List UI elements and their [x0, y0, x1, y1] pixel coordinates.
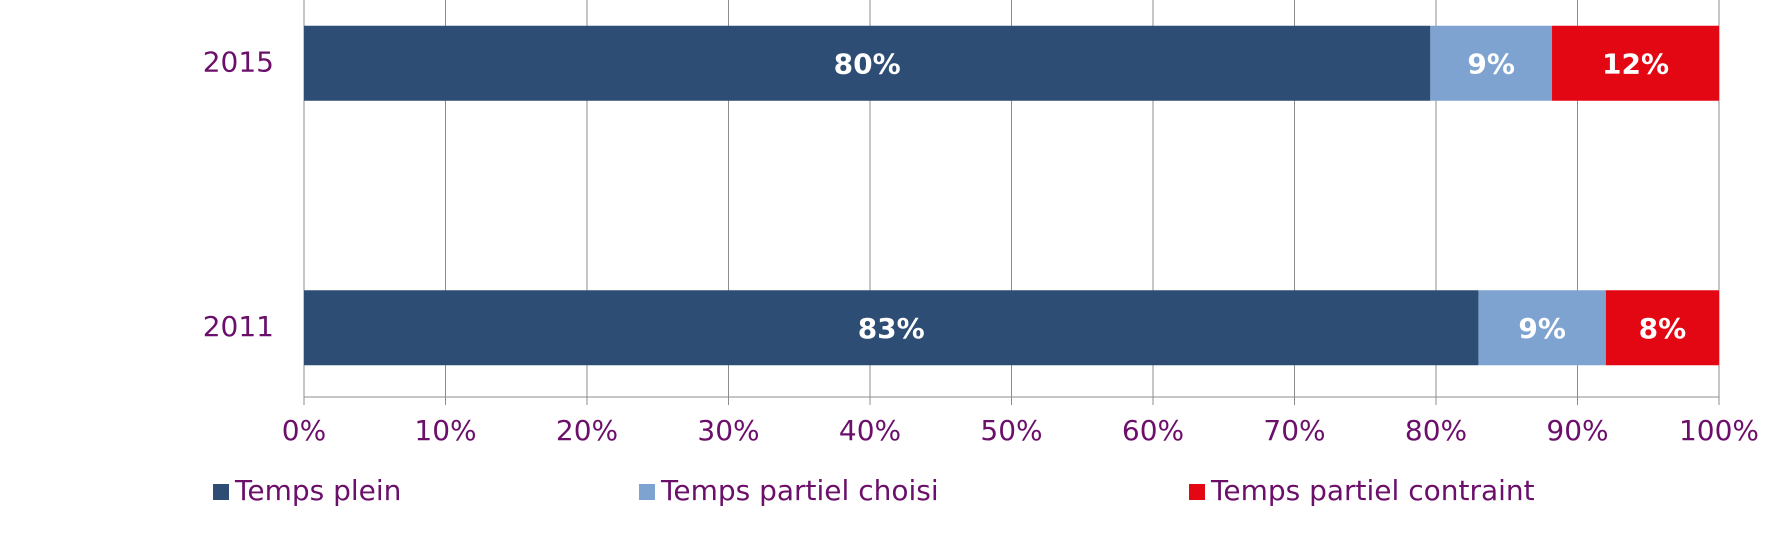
x-tick-label: 20% [556, 414, 618, 447]
x-tick-label: 60% [1122, 414, 1184, 447]
x-tick-label: 40% [839, 414, 901, 447]
x-tick-label: 50% [980, 414, 1042, 447]
value-label: 9% [1518, 312, 1566, 345]
x-tick-label: 30% [697, 414, 759, 447]
legend-swatch [639, 484, 655, 500]
bar-segment [1430, 25, 1553, 101]
legend-label: Temps plein [234, 474, 401, 507]
bar-segment [1552, 25, 1719, 101]
x-tick-label: 90% [1546, 414, 1608, 447]
value-label: 9% [1467, 47, 1515, 80]
bar-segment [1478, 290, 1606, 366]
legend-swatch [213, 484, 229, 500]
bar-segment [1605, 290, 1719, 366]
bar-segment [304, 290, 1479, 366]
category-label: 2011 [203, 310, 274, 343]
category-label: 2015 [203, 45, 274, 78]
x-tick-label: 80% [1405, 414, 1467, 447]
value-label: 8% [1639, 312, 1687, 345]
bar-segment [304, 25, 1431, 101]
legend-label: Temps partiel contraint [1210, 474, 1535, 507]
value-label: 83% [858, 312, 925, 345]
x-tick-label: 100% [1679, 414, 1759, 447]
value-label: 12% [1602, 47, 1669, 80]
value-label: 80% [834, 47, 901, 80]
x-tick-label: 0% [282, 414, 326, 447]
legend-swatch [1189, 484, 1205, 500]
legend-label: Temps partiel choisi [660, 474, 939, 507]
x-tick-label: 10% [414, 414, 476, 447]
x-tick-label: 70% [1263, 414, 1325, 447]
